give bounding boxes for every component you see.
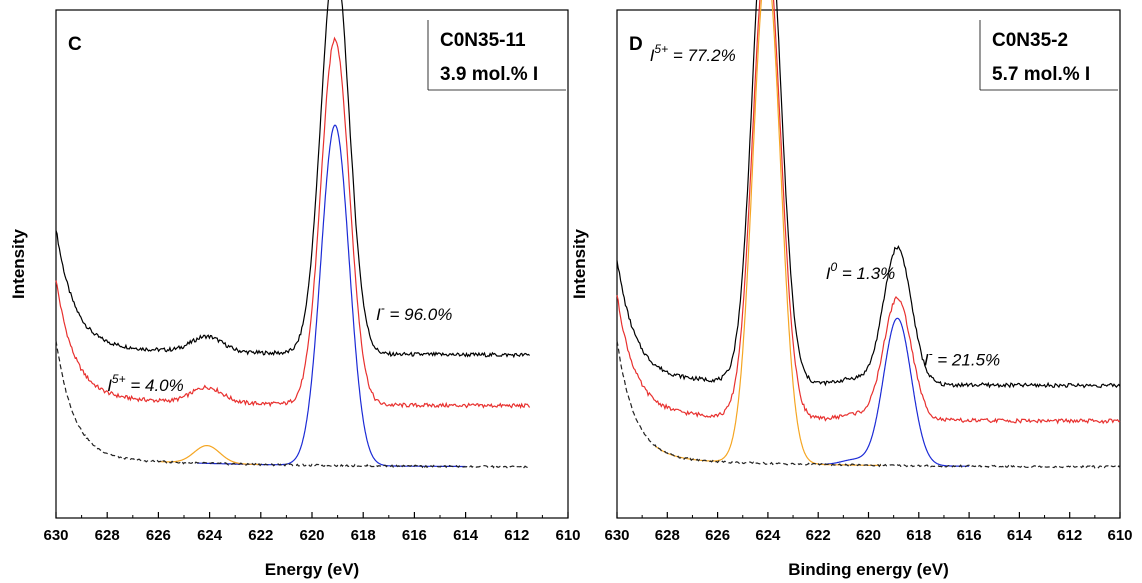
panel-letter: D [629, 34, 643, 55]
x-axis-title: Binding energy (eV) [788, 560, 949, 579]
sample-name: C0N35-11 [440, 30, 526, 51]
series-line [818, 317, 970, 467]
x-tick-label: 628 [655, 527, 680, 544]
x-tick-label: 612 [504, 527, 529, 544]
x-tick-label: 620 [299, 527, 324, 544]
series-line [616, 0, 1121, 389]
peak-annotation: I- = 96.0% [376, 301, 452, 324]
x-tick-label: 628 [95, 527, 120, 544]
x-tick-label: 610 [555, 527, 580, 544]
series-line [196, 124, 466, 468]
x-tick-label: 618 [351, 527, 376, 544]
x-tick-label: 630 [604, 527, 629, 544]
y-axis-title: Intensity [9, 229, 28, 299]
x-tick-label: 614 [453, 527, 479, 544]
x-tick-label: 626 [146, 527, 171, 544]
x-tick-label: 616 [402, 527, 427, 544]
x-tick-label: 614 [1007, 527, 1033, 544]
x-tick-label: 612 [1057, 527, 1082, 544]
x-tick-label: 624 [197, 527, 223, 544]
peak-annotation: I5+ = 77.2% [650, 42, 736, 65]
peak-annotation: I0 = 1.3% [826, 260, 896, 283]
x-tick-label: 626 [705, 527, 730, 544]
series-line [654, 0, 882, 466]
series-line [55, 340, 530, 469]
panel-c: 630 628 626 624 622 620 618 616 614 612 610 Energy … [9, 0, 581, 579]
x-tick-label: 624 [755, 527, 781, 544]
series-line [616, 0, 1121, 425]
x-tick-label: 616 [957, 527, 982, 544]
x-tick-label: 620 [856, 527, 881, 544]
peak-annotation: I5+ = 4.0% [107, 372, 184, 395]
x-tick-label: 610 [1107, 527, 1132, 544]
x-tick-label: 622 [806, 527, 831, 544]
series-line [55, 36, 531, 410]
x-tick-label: 630 [43, 527, 68, 544]
x-axis-title: Energy (eV) [265, 560, 359, 579]
series-line [158, 445, 261, 466]
sample-content: 3.9 mol.% I [440, 64, 538, 85]
peak-annotation: I- = 21.5% [924, 347, 1000, 370]
panel-letter: C [68, 34, 82, 55]
x-tick-label: 618 [906, 527, 931, 544]
y-axis-title: Intensity [570, 229, 589, 299]
panel-d: 630 628 626 624 622 620 618 616 614 612 610 Binding… [570, 0, 1133, 579]
series-line [55, 0, 531, 359]
sample-content: 5.7 mol.% I [992, 64, 1090, 85]
plot-frame [55, 9, 569, 519]
sample-name: C0N35-2 [992, 30, 1068, 51]
x-tick-label: 622 [248, 527, 273, 544]
